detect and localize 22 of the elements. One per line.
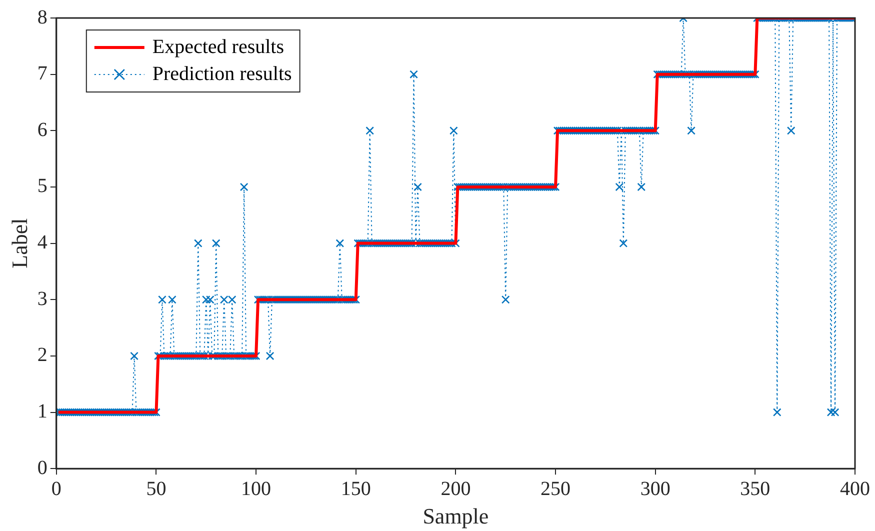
x-tick-label: 200 bbox=[440, 478, 471, 500]
y-tick-label: 0 bbox=[37, 456, 48, 479]
y-tick-label: 5 bbox=[37, 175, 48, 198]
x-axis-title: Sample bbox=[422, 504, 489, 529]
x-tick-label: 250 bbox=[540, 478, 571, 500]
x-tick-label: 100 bbox=[241, 478, 272, 500]
legend-label: Expected results bbox=[152, 36, 284, 58]
y-tick-label: 6 bbox=[37, 118, 48, 141]
y-tick-label: 2 bbox=[37, 344, 48, 366]
y-tick-label: 7 bbox=[37, 62, 48, 85]
x-tick-label: 0 bbox=[51, 478, 62, 500]
y-axis-title: Label bbox=[6, 218, 32, 268]
x-tick-label: 300 bbox=[640, 478, 670, 500]
y-tick-label: 4 bbox=[37, 232, 48, 254]
y-tick-label: 3 bbox=[37, 288, 48, 310]
x-tick-label: 350 bbox=[740, 478, 770, 500]
x-tick-label: 50 bbox=[146, 478, 166, 500]
x-tick-label: 400 bbox=[840, 478, 870, 500]
x-tick-label: 150 bbox=[340, 478, 371, 500]
legend-label: Prediction results bbox=[152, 62, 292, 85]
y-tick-label: 1 bbox=[37, 400, 48, 423]
y-tick-label: 8 bbox=[37, 6, 48, 28]
